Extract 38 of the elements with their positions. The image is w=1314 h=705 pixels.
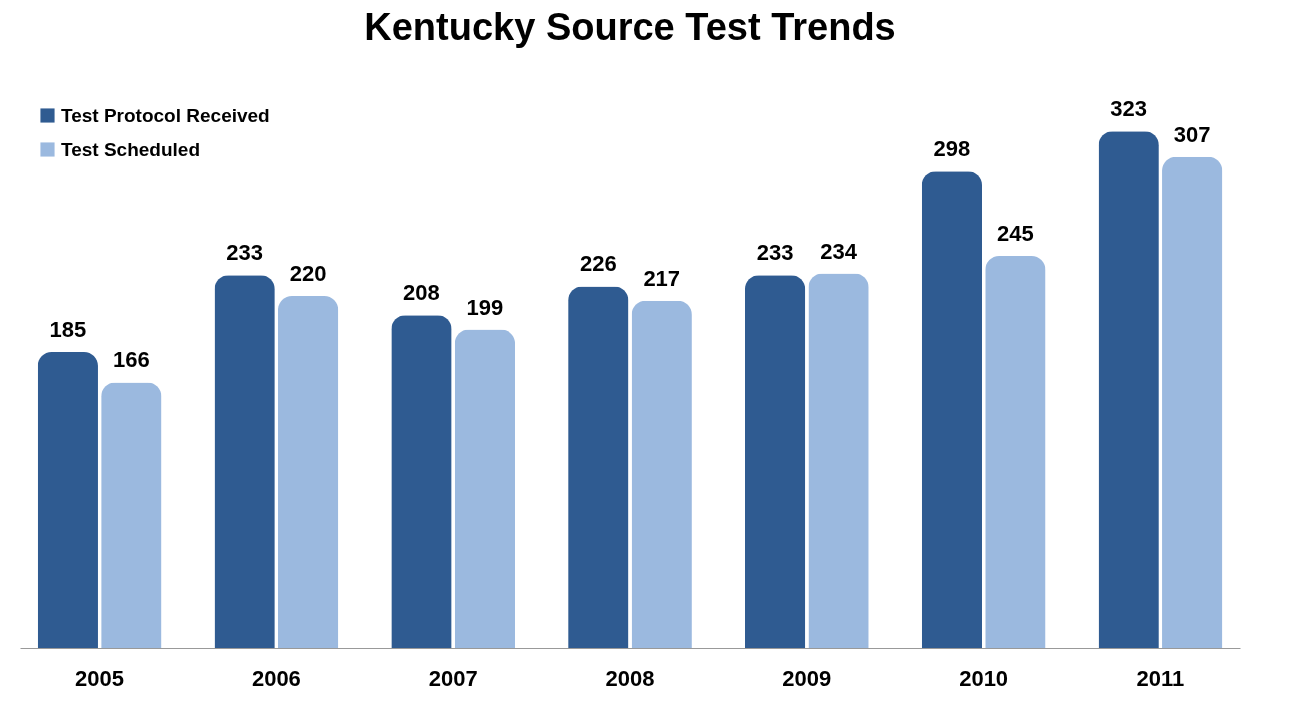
data-label: 220 [289, 261, 327, 286]
legend-label: Test Protocol Received [61, 104, 270, 126]
data-label: 226 [579, 251, 617, 277]
legend-label: Test Scheduled [61, 138, 201, 160]
bar [921, 171, 983, 648]
data-label: 298 [933, 136, 971, 162]
x-tick-label: 2006 [251, 665, 301, 691]
bar [1162, 156, 1223, 648]
bar [214, 275, 275, 648]
data-label: 233 [226, 240, 263, 266]
data-label: 199 [466, 294, 504, 320]
x-tick-label: 2007 [428, 665, 478, 691]
bar [454, 329, 516, 648]
bar [744, 275, 806, 648]
data-label: 217 [643, 265, 681, 291]
x-tick-label: 2009 [782, 665, 832, 691]
bar [101, 382, 162, 648]
chart-title: Kentucky Source Test Trends [364, 6, 896, 48]
bar [1098, 131, 1159, 648]
data-label: 234 [820, 238, 858, 264]
x-tick-label: 2010 [959, 665, 1009, 691]
data-label: 166 [112, 347, 150, 373]
bar [277, 296, 339, 648]
x-tick-label: 2005 [75, 665, 125, 691]
bar [631, 300, 692, 648]
bar [568, 286, 629, 648]
x-tick-label: 2011 [1136, 665, 1185, 691]
data-label: 233 [756, 240, 794, 266]
bar [985, 256, 1046, 648]
bar [391, 315, 452, 648]
bar [37, 352, 98, 648]
data-label: 323 [1110, 96, 1148, 122]
data-label: 307 [1173, 121, 1211, 147]
x-tick-label: 2008 [605, 665, 655, 691]
bar [808, 273, 869, 648]
data-label: 208 [403, 280, 440, 306]
data-label: 245 [997, 221, 1034, 246]
data-label: 185 [49, 317, 87, 342]
